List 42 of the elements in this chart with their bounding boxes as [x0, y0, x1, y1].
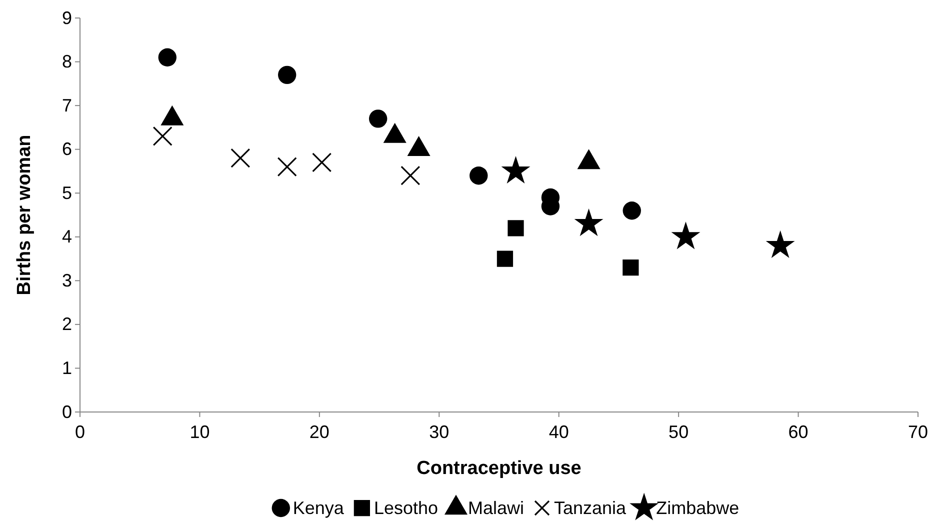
legend-label: Lesotho — [374, 498, 438, 518]
legend-label: Kenya — [292, 498, 345, 518]
y-tick-label: 6 — [62, 139, 72, 160]
x-tick-label: 10 — [190, 422, 210, 442]
y-tick-label: 1 — [62, 358, 72, 378]
y-tick-label: 0 — [62, 402, 72, 422]
y-tick-label: 4 — [62, 226, 72, 247]
y-tick-label: 5 — [62, 182, 72, 203]
y-tick-label: 3 — [62, 270, 72, 290]
point — [278, 66, 296, 84]
x-tick-label: 40 — [548, 422, 569, 442]
point — [671, 222, 700, 250]
y-axis-title: Births per woman — [14, 134, 35, 296]
point — [622, 259, 639, 276]
x-axis-title: Contraceptive use — [416, 458, 582, 479]
y-tick-label: 7 — [62, 95, 72, 116]
point — [470, 166, 488, 185]
x-tick-label: 0 — [74, 422, 86, 442]
point — [230, 148, 250, 168]
x-tick-label: 70 — [908, 422, 928, 442]
y-tick-label: 2 — [62, 314, 72, 334]
x-tick-label: 50 — [668, 422, 689, 442]
point — [368, 110, 388, 128]
point — [152, 126, 172, 146]
x-tick-label: 30 — [429, 422, 450, 442]
y-tick-label: 9 — [62, 8, 72, 28]
x-tick-label: 20 — [309, 422, 330, 442]
point — [766, 230, 795, 258]
point — [508, 220, 524, 236]
point — [622, 202, 641, 220]
point — [574, 208, 604, 236]
point — [496, 250, 514, 267]
point — [501, 156, 530, 184]
legend-label: Malawi — [468, 498, 524, 518]
y-tick-label: 8 — [62, 52, 72, 72]
legend-label: Zimbabwe — [656, 498, 740, 518]
x-tick-label: 60 — [788, 422, 808, 442]
point — [312, 152, 332, 172]
point — [158, 48, 176, 66]
point — [277, 157, 297, 177]
legend-label: Tanzania — [554, 498, 628, 518]
point — [400, 166, 420, 186]
